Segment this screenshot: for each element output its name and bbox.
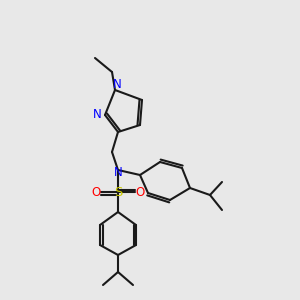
Text: N: N — [93, 109, 101, 122]
Text: S: S — [114, 185, 122, 199]
Text: N: N — [114, 167, 122, 179]
Text: N: N — [112, 79, 122, 92]
Text: O: O — [135, 185, 145, 199]
Text: O: O — [92, 185, 100, 199]
